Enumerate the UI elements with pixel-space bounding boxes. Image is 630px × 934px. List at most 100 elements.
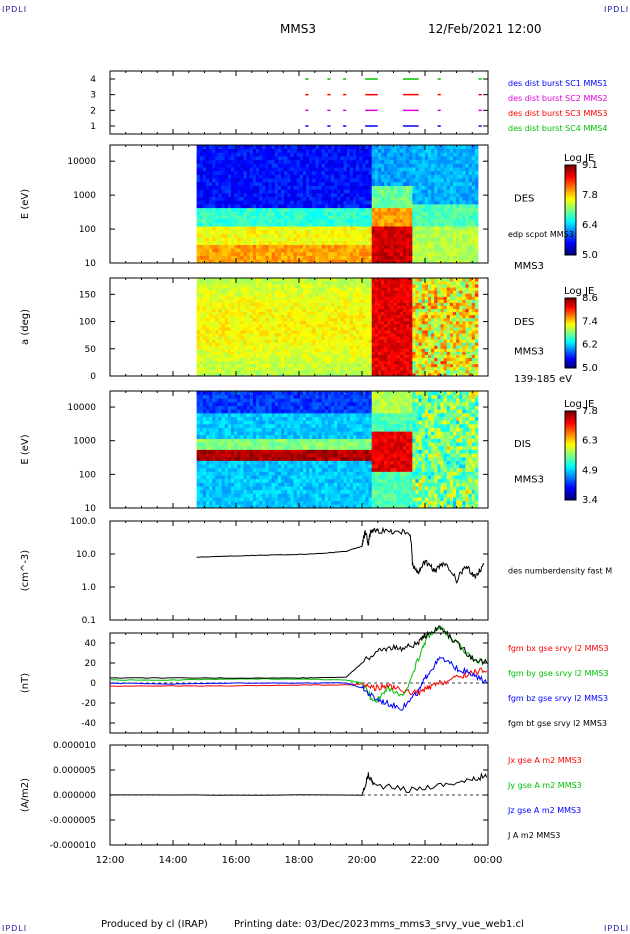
heatmap-cell [249,308,254,313]
heatmap-cell [352,369,357,374]
heatmap-cell [415,204,419,209]
heatmap-cell [309,366,313,371]
heatmap-cell [359,351,363,355]
heatmap-cell [331,342,335,346]
heatmap-cell [449,240,454,245]
heatmap-cell [356,333,360,337]
heatmap-cell [271,302,276,306]
heatmap-cell [365,284,369,288]
heatmap-cell [331,211,335,216]
heatmap-cell [277,336,282,340]
heatmap-cell [274,366,279,371]
heatmap-cell [374,287,379,291]
heatmap-cell [281,351,285,355]
heatmap-cell [434,240,438,245]
heatmap-cell [346,351,351,355]
heatmap-cell [356,339,360,343]
heatmap-cell [334,278,338,282]
heatmap-cell [315,323,319,328]
heatmap-cell [362,178,366,183]
heatmap-cell [352,189,357,194]
heatmap-cell [412,237,416,242]
heatmap-cell [337,366,341,371]
heatmap-cell [256,255,260,260]
heatmap-cell [234,330,238,334]
heatmap-cell [296,336,301,340]
heatmap-cell [306,251,310,257]
heatmap-cell [365,207,369,212]
heatmap-cell [296,189,301,194]
heatmap-cell [374,330,379,334]
heatmap-cell [215,314,219,319]
heatmap-cell [274,333,279,337]
heatmap-cell [296,226,301,231]
heatmap-cell [293,192,298,198]
heatmap-cell [312,330,316,334]
heatmap-cell [199,360,204,365]
heatmap-cell [290,278,294,282]
heatmap-cell [412,244,416,249]
heatmap-cell [221,189,226,194]
heatmap-cell [462,174,466,179]
heatmap-cell [396,189,401,194]
heatmap-cell [299,363,304,368]
heatmap-cell [424,185,429,190]
heatmap-cell [362,323,366,328]
heatmap-cell [402,174,407,179]
heatmap-cell [287,299,291,303]
heatmap-cell [199,181,204,186]
heatmap-cell [259,281,263,285]
heatmap-cell [365,363,369,368]
heatmap-cell [321,167,326,172]
heatmap-cell [327,152,332,157]
heatmap-cell [249,170,254,175]
heatmap-cell [427,152,432,157]
heatmap-cell [390,185,394,190]
heatmap-cell [331,330,335,334]
heatmap-cell [296,333,301,337]
heatmap-cell [296,174,301,179]
heatmap-cell [346,357,351,362]
heatmap-cell [299,317,304,322]
heatmap-cell [384,211,388,216]
heatmap-cell [362,290,366,294]
heatmap-cell [296,330,301,334]
heatmap-cell [387,215,391,220]
heatmap-cell [240,152,244,157]
heatmap-cell [468,255,473,260]
heatmap-cell [274,296,279,300]
heatmap-cell [362,240,366,245]
heatmap-cell [437,233,441,238]
heatmap-cell [306,200,310,205]
heatmap-cell [231,181,235,186]
heatmap-cell [284,333,288,337]
heatmap-cell [227,317,232,322]
heatmap-cell [318,339,323,343]
heatmap-cell [324,311,329,316]
heatmap-cell [252,255,257,260]
heatmap-cell [402,152,407,157]
heatmap-cell [284,299,288,303]
heatmap-cell [374,339,379,343]
heatmap-cell [277,323,282,328]
heatmap-cell [334,170,338,175]
heatmap-cell [299,372,304,377]
heatmap-cell [243,167,248,172]
heatmap-cell [243,357,248,362]
heatmap-cell [215,237,219,242]
heatmap-cell [327,255,332,260]
heatmap-cell [315,305,319,310]
heatmap-cell [296,211,301,216]
heatmap-cell [224,314,229,319]
heatmap-cell [371,192,376,198]
heatmap-cell [249,342,254,346]
heatmap-cell [343,181,348,186]
heatmap-cell [287,281,291,285]
heatmap-cell [324,296,329,300]
heatmap-cell [365,204,369,209]
heatmap-cell [246,336,251,340]
heatmap-cell [281,311,285,316]
heatmap-cell [412,222,416,227]
heatmap-cell [377,314,382,319]
heatmap-cell [218,305,223,310]
